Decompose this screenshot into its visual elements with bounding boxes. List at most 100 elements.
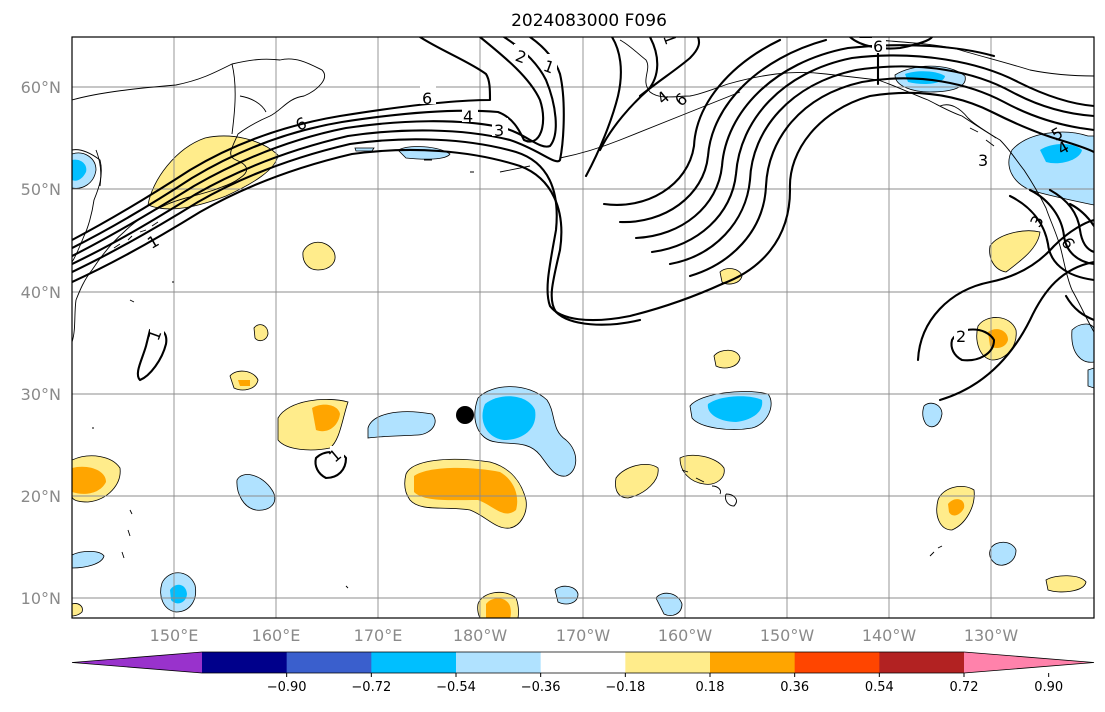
contour-lines <box>72 37 1094 480</box>
colorbar-segment <box>710 652 796 673</box>
colorbar-segment <box>540 652 626 673</box>
pos-core <box>72 466 106 494</box>
contour-line <box>72 37 492 242</box>
neg-blob <box>72 550 105 569</box>
contour-line <box>720 91 1094 286</box>
colorbar-segment <box>371 652 457 673</box>
colorbar-tick-label: 0.72 <box>950 680 979 695</box>
contour-line <box>72 138 724 322</box>
contour-line <box>1064 202 1094 322</box>
contour-label: 6 <box>422 89 432 108</box>
pos-blob <box>679 454 725 485</box>
neg-blob <box>1071 323 1094 363</box>
pos-blob <box>989 230 1041 273</box>
positive-core-shading <box>72 329 1008 618</box>
lon-label: 130°W <box>964 626 1019 645</box>
colorbar-tick-label: −0.36 <box>521 680 561 695</box>
lat-label: 20°N <box>21 487 61 506</box>
colorbar-segment <box>286 652 372 673</box>
pos-core <box>948 499 965 516</box>
pos-blob <box>147 135 279 210</box>
contour-line <box>602 38 782 206</box>
contour-line <box>1048 188 1094 254</box>
coastline-islands <box>92 281 943 589</box>
contour-line <box>72 148 642 326</box>
contour-line <box>638 37 701 98</box>
lat-label: 50°N <box>21 180 61 199</box>
neg-blob <box>989 541 1017 566</box>
coastline-alaska <box>619 37 879 98</box>
pos-blob <box>302 241 336 271</box>
neg-blob <box>1087 367 1094 389</box>
coastline-bc <box>939 104 997 147</box>
coastline-kamchatka <box>231 63 267 135</box>
pos-core <box>238 380 250 386</box>
contour-label: 3 <box>978 151 988 170</box>
colorbar-tick-label: −0.72 <box>351 680 391 695</box>
lon-label: 170°W <box>556 626 611 645</box>
contour-line <box>950 328 996 362</box>
contour-line <box>916 218 1094 362</box>
contour-line <box>72 37 565 266</box>
map-frame <box>71 36 1095 619</box>
colorbar-tick-label: 0.36 <box>780 680 809 695</box>
pos-blob <box>615 464 659 499</box>
colorbar-segment <box>625 652 711 673</box>
colorbar: −0.90 −0.72 −0.54 −0.36 −0.18 0.18 0.36 0.54 0.7… <box>71 651 1095 695</box>
lon-label: 160°E <box>252 626 301 645</box>
pos-core <box>414 467 518 514</box>
contour-line <box>72 37 557 258</box>
contour-line <box>938 260 1094 402</box>
contour-label: 2 <box>956 327 966 346</box>
coastline-asia <box>72 58 325 343</box>
neg-blob <box>922 402 943 428</box>
contour-line <box>688 77 1094 278</box>
contour-line <box>634 44 996 240</box>
colorbar-extend-max <box>964 652 1094 673</box>
coastlines <box>72 37 1094 589</box>
figure-title: 2024083000 F096 <box>511 11 667 31</box>
coastline-hawaii <box>681 469 737 507</box>
neg-blob <box>554 585 579 605</box>
contour-line <box>1008 194 1094 282</box>
coastline-kuril <box>113 221 159 249</box>
contour-line <box>584 37 622 178</box>
lat-label: 40°N <box>21 283 61 302</box>
colorbar-segment <box>202 652 288 673</box>
colorbar-tick-label: −0.18 <box>605 680 645 695</box>
neg-core <box>1040 144 1082 164</box>
colorbar-tick-label: 0.18 <box>696 680 725 695</box>
contour-label: 4 <box>463 107 473 126</box>
colorbar-outline <box>71 651 1095 674</box>
contour-line <box>858 37 880 86</box>
coastline-sakhalin <box>95 149 102 187</box>
latitude-labels: 60°N 50°N 40°N 30°N 20°N 10°N <box>21 78 61 608</box>
neg-blob <box>367 411 436 439</box>
pos-blob <box>713 349 741 369</box>
contour-label-group: 6 4 3 6 1 2 1 4 6 1 5 4 3 3 6 6 2 1 <box>144 37 1079 466</box>
contour-line <box>618 38 828 224</box>
contour-label: 6 <box>873 37 883 56</box>
colorbar-tick-label: 0.90 <box>1034 680 1063 695</box>
contour-line <box>1028 188 1094 266</box>
coastline-aleutians <box>424 91 741 173</box>
colorbar-extend-min <box>72 652 202 673</box>
map-panel: 6 4 3 6 1 2 1 4 6 1 5 4 3 3 6 6 2 1 <box>72 37 1094 618</box>
negative-core-shading <box>72 71 1082 604</box>
lon-label: 170°E <box>354 626 403 645</box>
neg-blob <box>236 474 276 511</box>
lat-label: 10°N <box>21 589 61 608</box>
neg-blob <box>655 592 683 616</box>
pos-blob <box>1045 575 1087 593</box>
longitude-labels: 150°E 160°E 170°E 180°W 170°W 160°W 150°… <box>150 626 1019 645</box>
colorbar-tick-label: −0.54 <box>436 680 476 695</box>
contour-line <box>650 54 1094 254</box>
lon-label: 140°W <box>862 626 917 645</box>
pos-blob <box>253 324 269 342</box>
neg-core <box>482 396 536 440</box>
neg-core <box>72 159 87 181</box>
colorbar-segment <box>456 652 542 673</box>
contour-label: 3 <box>494 121 504 140</box>
lon-label: 150°W <box>760 626 815 645</box>
